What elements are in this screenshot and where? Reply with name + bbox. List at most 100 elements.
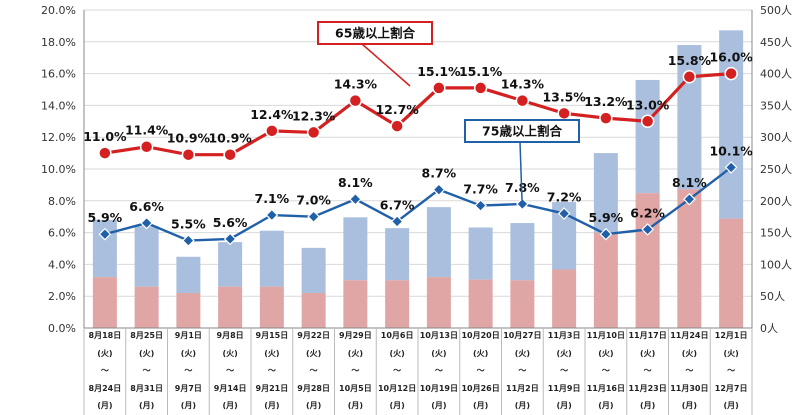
bar-lower <box>635 193 660 328</box>
series-point <box>640 114 655 129</box>
bar-lower <box>176 293 201 328</box>
data-label: 15.8% <box>668 53 712 68</box>
data-label: 5.9% <box>88 210 123 225</box>
x-category-label: 8月25日 <box>130 331 163 340</box>
bar-upper <box>468 227 493 280</box>
x-category-label: (月) <box>723 401 738 410</box>
bar-lower <box>343 280 368 328</box>
bar-upper <box>677 44 702 190</box>
data-label: 15.1% <box>459 64 503 79</box>
bar-upper <box>593 153 618 233</box>
x-category-label: ～ <box>351 366 359 375</box>
series-point <box>557 106 571 121</box>
right-tick-label: 400人 <box>760 68 792 81</box>
x-category-label: ～ <box>184 366 192 375</box>
bar-lower <box>719 218 744 328</box>
series-point <box>599 227 613 241</box>
x-category-label: (火) <box>97 349 112 358</box>
right-tick-label: 350人 <box>760 99 792 112</box>
x-category-label: ～ <box>393 366 401 375</box>
bar-upper <box>510 223 535 281</box>
series-point <box>516 197 529 211</box>
x-category-label: (火) <box>181 349 196 358</box>
data-label: 14.3% <box>334 77 378 92</box>
x-category-label: (火) <box>431 349 446 358</box>
series-point <box>724 66 738 81</box>
series-point <box>432 183 446 197</box>
bar-lower <box>426 277 451 328</box>
legend-box <box>464 119 580 143</box>
x-category-label: (月) <box>682 401 697 410</box>
series-point <box>139 139 154 154</box>
x-category-label: 10月12日 <box>378 384 416 393</box>
data-label: 6.7% <box>380 197 415 212</box>
data-label: 8.1% <box>338 175 373 190</box>
x-category-label: ～ <box>560 366 568 375</box>
bar-upper <box>259 230 284 287</box>
data-label: 6.6% <box>129 199 164 214</box>
series-point <box>265 124 279 138</box>
data-label: 6.2% <box>630 205 665 220</box>
x-category-label: (火) <box>473 349 488 358</box>
series-point <box>683 192 696 206</box>
x-category-label: (火) <box>348 349 363 358</box>
left-tick-label: 8.0% <box>48 195 76 208</box>
data-label: 5.6% <box>213 215 248 230</box>
data-label: 7.7% <box>463 182 498 197</box>
data-label: 7.2% <box>547 190 582 205</box>
legend-leader <box>519 141 523 201</box>
series-point <box>390 119 404 133</box>
series-point <box>182 234 195 247</box>
legend-box <box>317 21 433 45</box>
bar-lower <box>259 286 284 328</box>
bar-lower <box>677 189 702 328</box>
x-category-label: (火) <box>306 349 321 358</box>
x-category-label: 11月16日 <box>587 384 625 393</box>
x-category-label: 9月28日 <box>297 384 330 393</box>
x-category-label: ～ <box>310 366 318 375</box>
data-label: 11.0% <box>83 129 127 144</box>
x-category-label: 10月6日 <box>381 331 414 340</box>
x-category-label: 12月7日 <box>715 384 748 393</box>
bar-upper <box>635 79 660 194</box>
x-category-label: ～ <box>435 366 443 375</box>
data-label: 7.1% <box>255 191 290 206</box>
x-category-label: 9月8日 <box>217 331 244 340</box>
x-category-label: ～ <box>226 366 234 375</box>
legend-boxes: 65歳以上割合 75歳以上割合 <box>317 21 580 201</box>
right-tick-label: 0人 <box>760 322 778 335</box>
series-lines <box>98 66 738 247</box>
x-category-label: 10月19日 <box>420 384 458 393</box>
axes: 0.0% 0人 2.0% 50人 4.0% 100人 6.0% 150人 8.0% 200人 10.… <box>41 4 792 335</box>
x-category-label: 11月17日 <box>628 331 666 340</box>
x-category-label: 11月2日 <box>506 384 539 393</box>
series-point <box>557 207 571 220</box>
series-point <box>223 232 237 246</box>
data-label: 12.4% <box>250 107 294 122</box>
x-category-label: (月) <box>181 401 196 410</box>
x-category-label: 8月31日 <box>130 384 163 393</box>
x-category-label: 10月26日 <box>461 384 499 393</box>
series-point <box>223 147 237 162</box>
bar-upper <box>218 242 243 287</box>
x-category-label: (月) <box>139 401 154 410</box>
series-point <box>390 215 404 228</box>
x-category-label: (月) <box>515 401 530 410</box>
bar-upper <box>719 30 744 219</box>
series-point <box>515 93 530 108</box>
bar-lower <box>92 277 117 328</box>
bar-upper <box>385 228 410 281</box>
x-category-label: (火) <box>389 349 404 358</box>
x-category-label: 12月1日 <box>715 331 748 340</box>
x-category-label: 11月23日 <box>628 384 666 393</box>
series-point <box>306 125 321 140</box>
x-category-label: (月) <box>473 401 488 410</box>
series-point <box>348 93 363 108</box>
x-category-label: ～ <box>477 366 485 375</box>
left-tick-label: 6.0% <box>48 227 76 240</box>
data-label: 7.0% <box>296 193 331 208</box>
series-point <box>473 81 488 95</box>
x-category-label: 9月14日 <box>214 384 247 393</box>
bar-upper <box>134 226 159 287</box>
data-label: 13.2% <box>584 94 628 109</box>
